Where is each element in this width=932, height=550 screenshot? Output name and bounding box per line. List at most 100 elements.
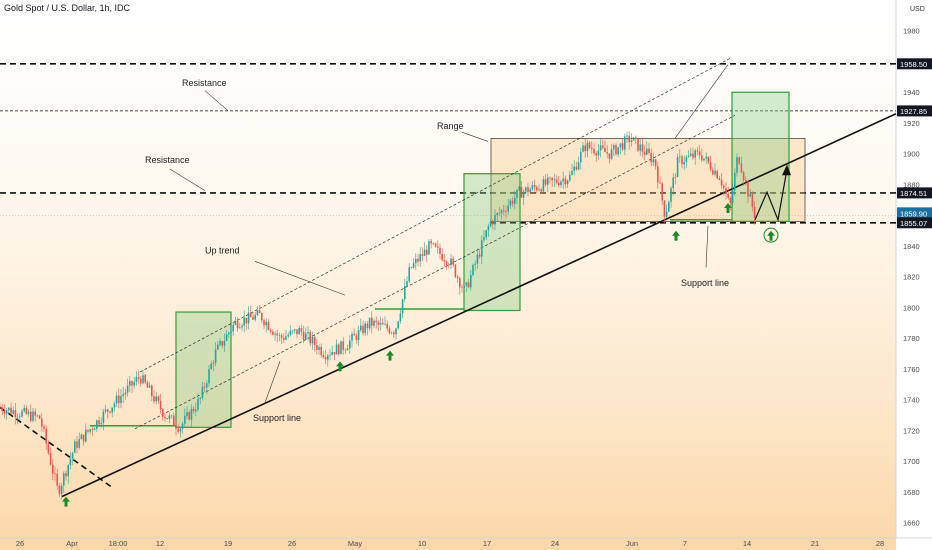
annotation-pointer: [254, 261, 346, 296]
candle-body: [643, 151, 646, 155]
candle-body: [456, 277, 459, 279]
candle-body: [591, 147, 593, 150]
x-tick-label: May: [348, 539, 362, 548]
price-tag-value: 1927.85: [900, 107, 927, 116]
candle-body: [564, 178, 567, 185]
candle-body: [247, 312, 250, 324]
candle-body: [551, 177, 553, 181]
candle-body: [716, 170, 718, 179]
candle-body: [492, 221, 494, 225]
candle-body: [547, 177, 549, 185]
candle-body: [406, 281, 408, 287]
candle-body: [186, 412, 188, 416]
candle-body: [316, 345, 318, 351]
target-circle: [763, 227, 779, 243]
candle-body: [379, 322, 382, 325]
candle-body: [340, 341, 342, 355]
candle-body: [177, 428, 179, 432]
candle-body: [344, 349, 347, 351]
candle-body: [432, 243, 435, 244]
candle-body: [100, 423, 102, 425]
candle-body: [661, 183, 663, 201]
green-box: [175, 311, 232, 428]
candle-body: [320, 346, 322, 356]
candle-body: [285, 336, 287, 340]
candle-body: [417, 258, 419, 262]
candle-body: [690, 153, 692, 156]
candle-body: [701, 155, 703, 161]
candle-body: [74, 441, 76, 453]
candle-body: [527, 187, 529, 193]
candle-body: [445, 261, 448, 265]
candle-body: [327, 355, 329, 360]
candle-body: [287, 335, 289, 337]
candle-body: [421, 254, 424, 256]
candle-body: [283, 337, 285, 340]
candle-body: [56, 473, 58, 486]
candle-body: [243, 317, 245, 326]
candle-body: [300, 328, 303, 332]
candle-body: [454, 264, 457, 278]
candle-body: [212, 362, 215, 364]
candle-body: [584, 145, 586, 151]
candle-body: [641, 144, 644, 152]
candle-body: [566, 180, 569, 185]
y-tick-label: 1760: [903, 365, 920, 374]
candle-body: [751, 194, 754, 207]
candle-body: [681, 156, 683, 165]
y-tick-label: 1720: [903, 426, 920, 435]
candle-body: [280, 335, 283, 338]
candle-body: [615, 145, 617, 155]
candle-body: [267, 321, 270, 330]
candle-body: [529, 189, 531, 193]
candle-body: [404, 286, 406, 300]
candle-body: [80, 434, 83, 440]
candle-body: [727, 194, 729, 198]
candle-body: [12, 410, 14, 414]
candle-body: [82, 434, 85, 442]
price-tag: [897, 58, 932, 70]
candle-body: [386, 323, 388, 329]
candle-body: [467, 282, 470, 288]
candle-body: [685, 156, 688, 163]
candle-body: [27, 411, 30, 414]
up-arrow-icon: [724, 203, 732, 214]
candle-body: [687, 155, 690, 157]
candle-body: [377, 322, 380, 325]
candle-body: [349, 340, 351, 349]
candle-body: [32, 411, 34, 421]
candle-body: [311, 336, 314, 344]
candle-body: [276, 333, 278, 336]
candle-body: [195, 409, 197, 412]
candle-body: [487, 226, 490, 231]
candle-body: [232, 324, 234, 332]
candle-body: [38, 415, 41, 419]
candle-body: [146, 382, 149, 388]
candle-body: [630, 140, 633, 143]
candle-body: [85, 429, 87, 442]
candle-body: [142, 375, 144, 384]
candle-body: [725, 188, 727, 195]
candle-body: [217, 344, 219, 350]
candle-body: [494, 215, 496, 225]
x-tick-label: 21: [811, 539, 819, 548]
down-trend-line: [0, 406, 113, 488]
candle-body: [65, 473, 67, 477]
candle-body: [738, 157, 740, 164]
annotation-pointer: [461, 131, 489, 142]
candle-body: [252, 317, 254, 320]
candle-body: [434, 243, 437, 247]
up-arrow-icon: [767, 230, 775, 241]
candle-body: [399, 313, 402, 322]
candle-body: [258, 310, 261, 314]
candle-body: [309, 332, 311, 344]
candle-body: [129, 381, 131, 386]
candle-body: [192, 408, 195, 412]
y-tick-label: 1840: [903, 242, 920, 251]
x-tick-label: 24: [551, 539, 559, 548]
candle-body: [560, 181, 562, 186]
candle-body: [707, 156, 710, 163]
candle-body: [107, 409, 109, 412]
